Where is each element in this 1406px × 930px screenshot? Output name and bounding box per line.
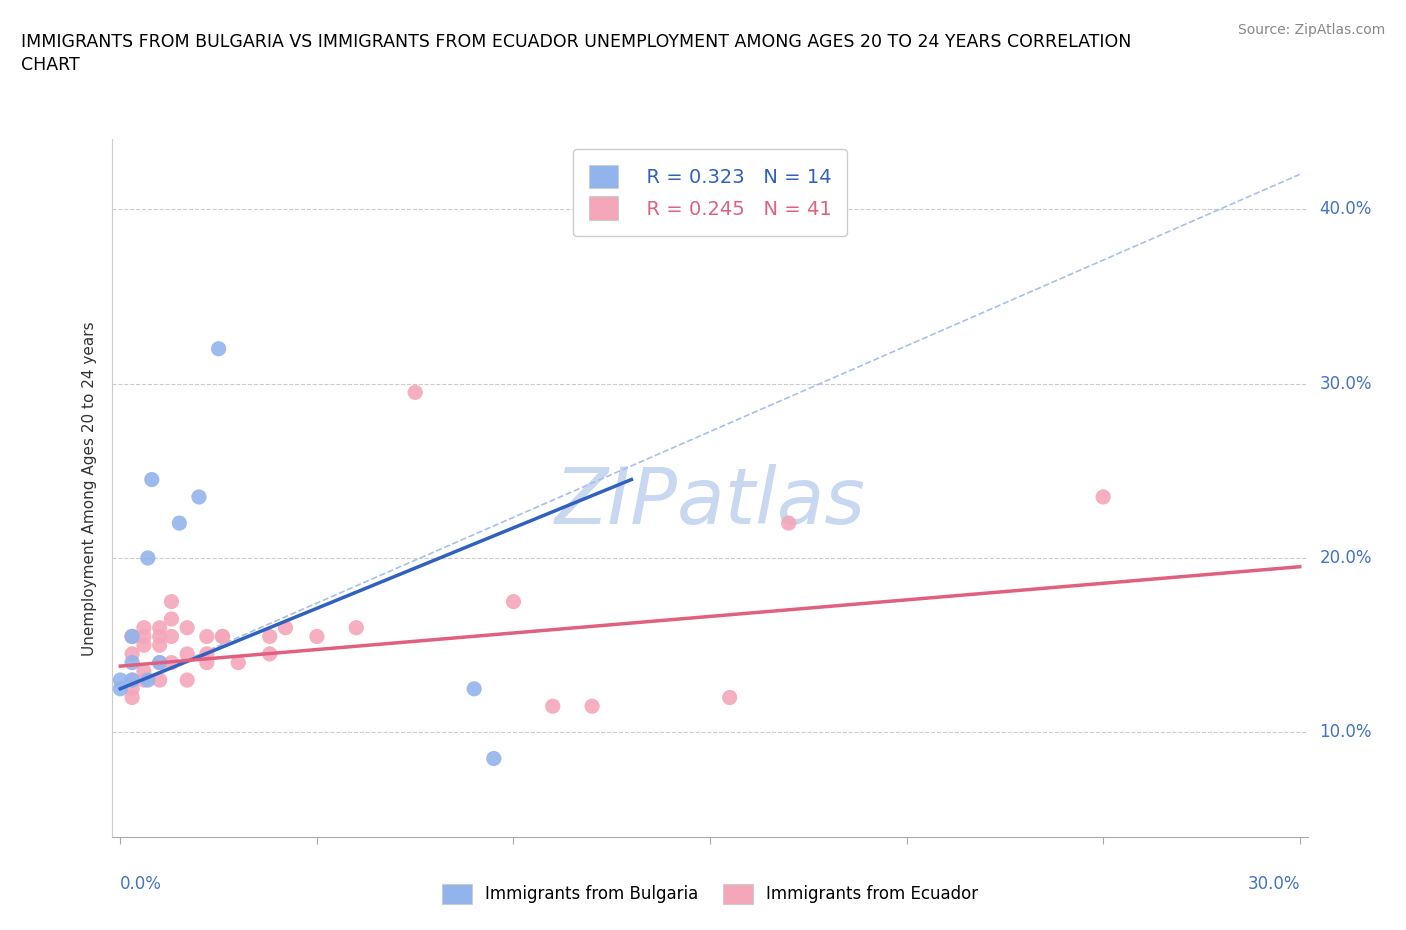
Point	[160, 629, 183, 644]
Point	[136, 672, 159, 687]
Point	[211, 629, 233, 644]
Point	[176, 646, 198, 661]
Point	[169, 515, 191, 530]
Point	[132, 620, 155, 635]
Point	[195, 629, 218, 644]
Point	[132, 638, 155, 653]
Point	[136, 551, 159, 565]
Point	[110, 672, 132, 687]
Legend: Immigrants from Bulgaria, Immigrants from Ecuador: Immigrants from Bulgaria, Immigrants fro…	[433, 875, 987, 912]
Point	[149, 655, 172, 670]
Point	[149, 638, 172, 653]
Text: IMMIGRANTS FROM BULGARIA VS IMMIGRANTS FROM ECUADOR UNEMPLOYMENT AMONG AGES 20 T: IMMIGRANTS FROM BULGARIA VS IMMIGRANTS F…	[21, 33, 1132, 74]
Point	[110, 682, 132, 697]
Point	[132, 672, 155, 687]
Point	[188, 489, 211, 504]
Point	[121, 672, 143, 687]
Point	[121, 629, 143, 644]
Point	[211, 629, 233, 644]
Point	[149, 655, 172, 670]
Point	[463, 682, 485, 697]
Point	[195, 655, 218, 670]
Point	[121, 672, 143, 687]
Point	[778, 515, 800, 530]
Point	[121, 690, 143, 705]
Point	[132, 629, 155, 644]
Point	[718, 690, 741, 705]
Text: 0.0%: 0.0%	[121, 875, 162, 894]
Point	[259, 629, 281, 644]
Point	[195, 646, 218, 661]
Point	[149, 620, 172, 635]
Point	[482, 751, 505, 766]
Point	[581, 698, 603, 713]
Point	[160, 655, 183, 670]
Point	[160, 594, 183, 609]
Point	[149, 672, 172, 687]
Point	[132, 664, 155, 679]
Text: ZIPatlas: ZIPatlas	[554, 464, 866, 540]
Point	[149, 629, 172, 644]
Point	[541, 698, 564, 713]
Point	[274, 620, 297, 635]
Point	[141, 472, 163, 487]
Point	[121, 646, 143, 661]
Point	[404, 385, 426, 400]
Point	[207, 341, 229, 356]
Point	[121, 629, 143, 644]
Point	[305, 629, 328, 644]
Text: 40.0%: 40.0%	[1319, 200, 1372, 219]
Point	[176, 620, 198, 635]
Point	[121, 629, 143, 644]
Point	[502, 594, 524, 609]
Point	[121, 655, 143, 670]
Text: Source: ZipAtlas.com: Source: ZipAtlas.com	[1237, 23, 1385, 37]
Text: 30.0%: 30.0%	[1319, 375, 1372, 392]
Y-axis label: Unemployment Among Ages 20 to 24 years: Unemployment Among Ages 20 to 24 years	[82, 321, 97, 656]
Point	[259, 646, 281, 661]
Text: 30.0%: 30.0%	[1247, 875, 1299, 894]
Point	[344, 620, 367, 635]
Text: 10.0%: 10.0%	[1319, 724, 1372, 741]
Point	[1092, 489, 1115, 504]
Text: 20.0%: 20.0%	[1319, 549, 1372, 567]
Point	[160, 612, 183, 627]
Point	[176, 672, 198, 687]
Point	[226, 655, 249, 670]
Point	[121, 682, 143, 697]
